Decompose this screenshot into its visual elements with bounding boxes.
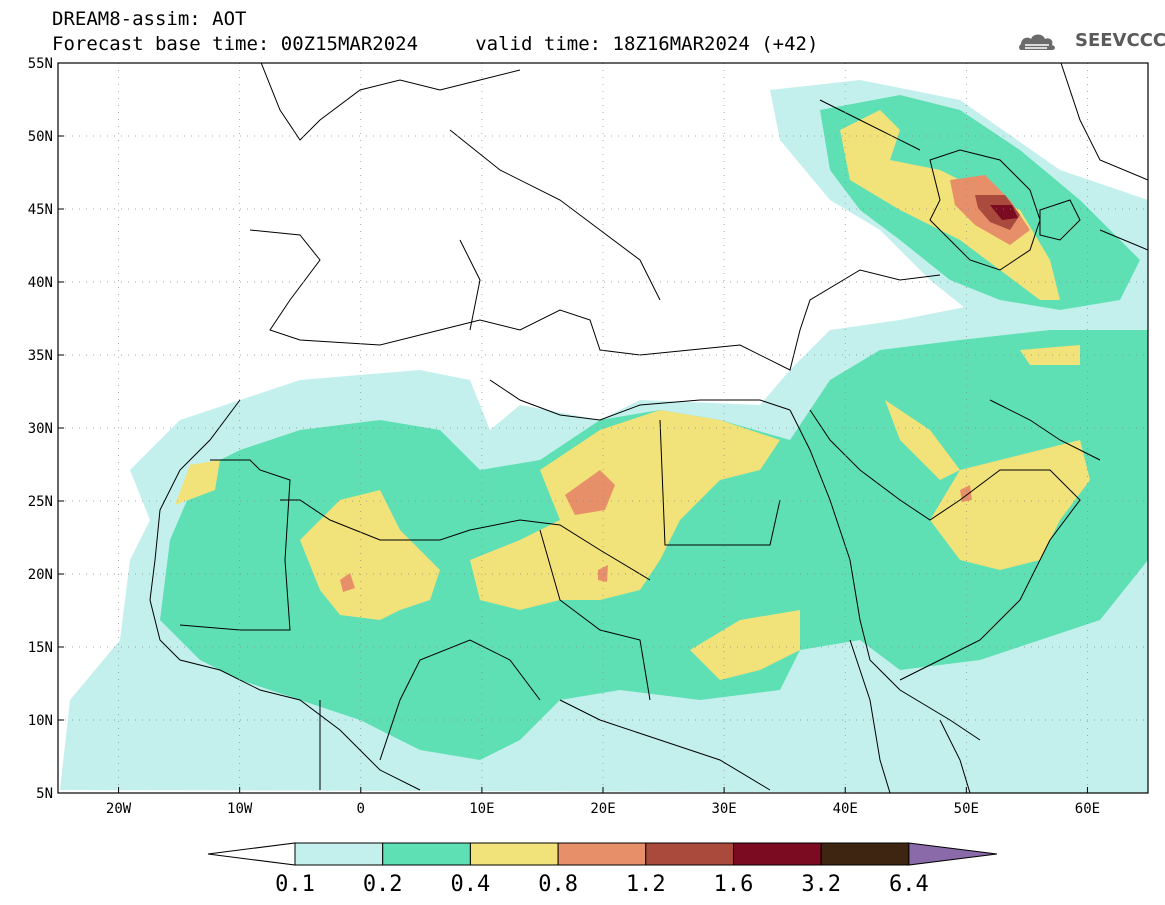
colorbar-high-arrow [908,842,997,866]
colorbar [207,842,997,866]
coastlines [149,63,1148,793]
lon-tick-label: 50E [954,801,979,817]
lon-tick-label: 60E [1075,801,1100,817]
lon-tick-label: 10W [227,801,253,817]
map-title: DREAM8-assim: AOT [52,8,247,30]
seevccc-logo [1019,34,1055,50]
colorbar-label: 0.1 [275,872,315,897]
colorbar-label: 1.2 [625,872,666,897]
lat-tick-label: 20N [28,567,53,583]
lon-tick-label: 30E [711,801,736,817]
colorbar-label: 1.6 [713,872,754,897]
colorbar-label: 0.8 [538,872,578,897]
colorbar-swatch [294,842,384,866]
aot-field [58,63,1148,793]
lon-tick-label: 10E [469,801,494,817]
logo-text: SEEVCCC [1075,30,1165,51]
colorbar-label: 6.4 [889,872,929,897]
colorbar-swatch [733,842,822,866]
lon-tick-label: 20E [590,801,615,817]
lon-tick-label: 40E [833,801,858,817]
colorbar-low-arrow [207,842,296,866]
lat-tick-label: 25N [28,494,53,510]
grid [58,63,1148,793]
lat-tick-label: 45N [28,202,53,218]
colorbar-swatch [557,842,647,866]
colorbar-label: 0.2 [362,872,403,897]
cloud-icon [1019,34,1055,50]
lat-tick-label: 5N [36,786,53,802]
lat-tick-label: 35N [28,348,53,364]
forecast-time-line: Forecast base time: 00Z15MAR2024 valid t… [52,33,819,55]
lat-tick-label: 50N [28,129,53,145]
lat-tick-label: 40N [28,275,53,291]
colorbar-label: 3.2 [801,872,842,897]
colorbar-swatch [469,842,559,866]
lat-tick-label: 15N [28,640,53,656]
colorbar-swatch [382,842,471,866]
lat-tick-label: 55N [28,56,53,72]
colorbar-label: 0.4 [450,872,491,897]
lat-axis: 55N 50N 45N 40N 35N 30N 25N 20N 15N 10N 5N [28,56,64,802]
lon-tick-label: 0 [357,801,365,817]
lon-axis: 20W 10W 0 10E 20E 30E 40E 50E 60E [106,787,1100,817]
lat-tick-label: 10N [28,713,53,729]
lon-tick-label: 20W [106,801,132,817]
colorbar-swatch [820,842,910,866]
colorbar-swatch [645,842,734,866]
lat-tick-label: 30N [28,421,53,437]
